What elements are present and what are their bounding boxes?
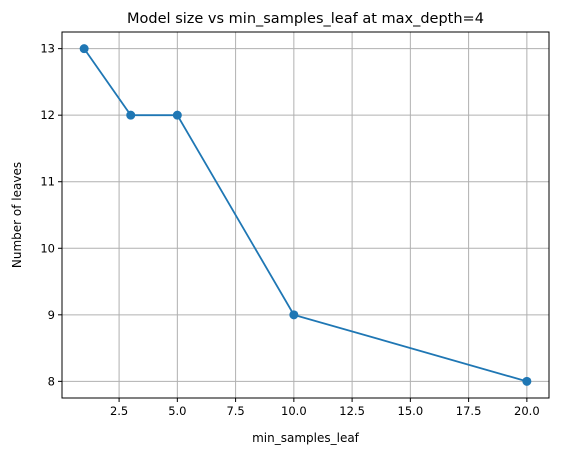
data-point — [172, 110, 182, 120]
x-tick-label: 10.0 — [281, 404, 307, 418]
chart-title: Model size vs min_samples_leaf at max_de… — [127, 11, 484, 27]
y-tick-label: 12 — [40, 108, 55, 122]
y-axis-label: Number of leaves — [10, 162, 24, 268]
plot-frame — [61, 31, 550, 399]
series — [79, 44, 532, 386]
y-tick-label: 8 — [48, 374, 55, 388]
x-tick-label: 12.5 — [339, 404, 365, 418]
x-tick-label: 15.0 — [398, 404, 424, 418]
x-tick-label: 2.5 — [110, 404, 128, 418]
data-point — [522, 376, 532, 386]
y-tick-label: 11 — [40, 175, 55, 189]
data-point — [289, 310, 299, 320]
data-point — [126, 110, 136, 120]
x-tick-label: 17.5 — [456, 404, 482, 418]
x-tick-label: 5.0 — [168, 404, 186, 418]
x-tick-label: 20.0 — [514, 404, 540, 418]
x-tick-label: 7.5 — [226, 404, 244, 418]
grid — [62, 32, 549, 398]
y-tick-label: 10 — [40, 241, 55, 255]
y-tick-label: 13 — [40, 42, 55, 56]
x-axis-label: min_samples_leaf — [252, 431, 360, 445]
y-tick-label: 9 — [48, 308, 55, 322]
data-point — [79, 44, 89, 54]
series-line — [83, 48, 528, 383]
ticks: 2.5 5.0 7.5 10.0 12.5 15.0 17.5 20.0 8 9 10 11 12 13 — [40, 42, 539, 418]
